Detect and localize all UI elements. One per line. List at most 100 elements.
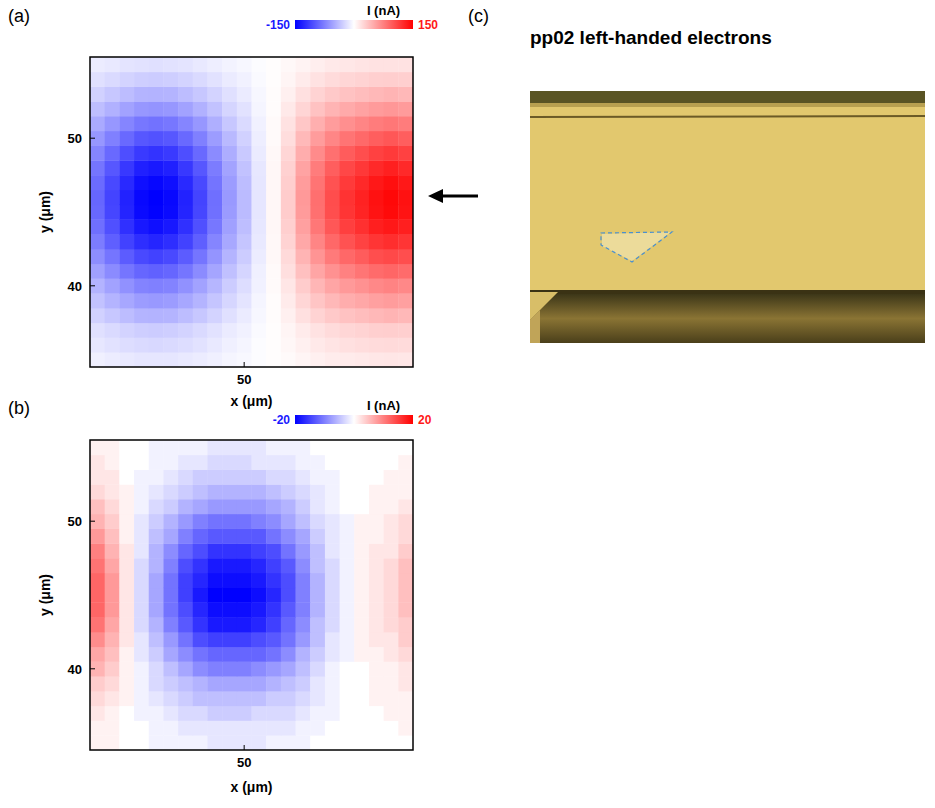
heatmap-cell (237, 57, 252, 72)
heatmap-cell (222, 588, 237, 603)
heatmap-cell (207, 205, 222, 220)
heatmap-cell (354, 470, 369, 485)
heatmap-cell (193, 352, 208, 367)
heatmap-cell (354, 617, 369, 632)
heatmap-cell (281, 175, 296, 190)
heatmap-cell (193, 293, 208, 308)
heatmap-cell (384, 146, 399, 161)
heatmap-cell (296, 543, 311, 558)
heatmap-cell (178, 293, 193, 308)
heatmap-cell (296, 440, 311, 455)
heatmap-cell (340, 264, 355, 279)
heatmap-cell (207, 57, 222, 72)
heatmap-cell (354, 160, 369, 175)
heatmap-cell (325, 499, 340, 514)
heatmap-cell (163, 264, 178, 279)
heatmap-cell (134, 323, 149, 338)
heatmap-cell (134, 146, 149, 161)
heatmap-cell (134, 352, 149, 367)
heatmap-cell (90, 735, 105, 750)
panel-label: (b) (8, 398, 30, 418)
heatmap-cell (252, 558, 267, 573)
heatmap-cell (105, 558, 120, 573)
heatmap-cell (90, 632, 105, 647)
heatmap-cell (325, 323, 340, 338)
heatmap-cell (354, 720, 369, 735)
heatmap-cell (237, 514, 252, 529)
heatmap-cell (163, 205, 178, 220)
y-tick-label: 40 (68, 662, 82, 677)
heatmap-cell (340, 484, 355, 499)
heatmap-cell (222, 543, 237, 558)
heatmap-cell (325, 175, 340, 190)
heatmap-cell (310, 440, 325, 455)
heatmap-cell (340, 57, 355, 72)
heatmap-cell (252, 264, 267, 279)
heatmap-cell (90, 588, 105, 603)
heatmap-cell (134, 455, 149, 470)
heatmap-cell (252, 205, 267, 220)
heatmap-cell (325, 676, 340, 691)
y-tick-label: 40 (68, 279, 82, 294)
heatmap-cell (149, 101, 164, 116)
y-axis-title: y (μm) (37, 574, 53, 616)
heatmap-cell (369, 323, 384, 338)
heatmap-cell (134, 514, 149, 529)
x-tick-label: 50 (237, 755, 251, 770)
heatmap-cell (134, 219, 149, 234)
heatmap-cell (207, 440, 222, 455)
heatmap-cell (296, 647, 311, 662)
heatmap-cell (178, 278, 193, 293)
heatmap-cell (237, 160, 252, 175)
heatmap-cell (90, 499, 105, 514)
heatmap-cell (222, 264, 237, 279)
heatmap-cell (149, 602, 164, 617)
heatmap-cell (369, 249, 384, 264)
heatmap-cell (369, 101, 384, 116)
heatmap-cell (237, 116, 252, 131)
heatmap-cell (325, 116, 340, 131)
heatmap-cell (340, 661, 355, 676)
heatmap-cell (325, 440, 340, 455)
heatmap-cell (296, 57, 311, 72)
heatmap-cell (296, 337, 311, 352)
heatmap-cell (193, 323, 208, 338)
heatmap-cell (252, 647, 267, 662)
heatmap-cell (134, 543, 149, 558)
heatmap-cell (90, 529, 105, 544)
heatmap-cell (310, 190, 325, 205)
photo-title: pp02 left-handed electrons (530, 27, 772, 48)
heatmap-cell (119, 706, 134, 721)
heatmap-cell (369, 661, 384, 676)
heatmap-cell (237, 455, 252, 470)
heatmap-cell (134, 190, 149, 205)
heatmap-cell (266, 101, 281, 116)
heatmap-cell (266, 455, 281, 470)
heatmap-cell (90, 293, 105, 308)
heatmap-cell (105, 529, 120, 544)
heatmap-cell (281, 573, 296, 588)
heatmap-cell (178, 617, 193, 632)
heatmap-cell (325, 661, 340, 676)
heatmap-cell (193, 57, 208, 72)
heatmap-cell (266, 661, 281, 676)
heatmap-cell (149, 293, 164, 308)
heatmap-cell (119, 101, 134, 116)
heatmap-cell (119, 676, 134, 691)
heatmap-cell (266, 87, 281, 102)
colorbar-title: I (nA) (367, 3, 400, 18)
heatmap-cell (105, 308, 120, 323)
heatmap-cell (369, 676, 384, 691)
heatmap-cell (134, 573, 149, 588)
heatmap-cell (325, 205, 340, 220)
heatmap-cell (105, 632, 120, 647)
heatmap-cell (354, 440, 369, 455)
heatmap-cell (207, 146, 222, 161)
heatmap-cell (384, 617, 399, 632)
heatmap-cell (119, 249, 134, 264)
heatmap-cell (163, 323, 178, 338)
heatmap-cell (310, 249, 325, 264)
heatmap-cell (310, 278, 325, 293)
heatmap-cell (119, 455, 134, 470)
heatmap-cell (354, 190, 369, 205)
